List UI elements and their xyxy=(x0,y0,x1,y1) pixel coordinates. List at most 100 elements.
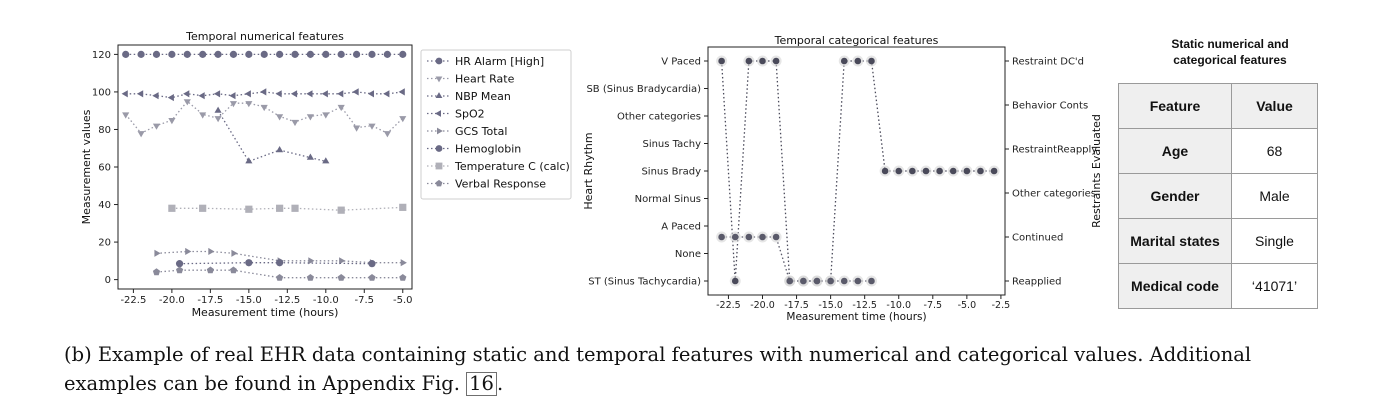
data-point xyxy=(868,277,875,285)
data-point xyxy=(245,101,253,108)
y-right-tick-label: Continued xyxy=(1012,233,1063,244)
value-cell: ‘41071’ xyxy=(1231,263,1318,309)
data-point xyxy=(368,274,376,281)
caption-line2-prefix: examples can be found in Appendix Fig. xyxy=(64,372,460,395)
data-point xyxy=(308,257,315,265)
data-point xyxy=(977,167,984,175)
data-point xyxy=(276,274,284,281)
y-right-tick-label: Other categories xyxy=(1012,189,1096,200)
data-point xyxy=(183,50,191,58)
data-point xyxy=(339,257,346,265)
data-point xyxy=(936,167,943,175)
data-point xyxy=(745,233,753,241)
feature-cell: Medical code xyxy=(1118,263,1232,309)
data-point xyxy=(152,268,161,276)
series-heart-rate xyxy=(122,99,407,138)
y-tick-label: 0 xyxy=(105,275,111,286)
data-point xyxy=(275,90,282,98)
data-point xyxy=(306,274,314,281)
data-point xyxy=(152,50,161,58)
x-tick-label: -5.0 xyxy=(393,295,413,306)
static-features-table: Feature Value Age 68 Gender Male Marital… xyxy=(1118,83,1318,309)
data-point xyxy=(400,259,407,267)
chart-title: Temporal categorical features xyxy=(774,34,939,47)
feature-cell: Marital states xyxy=(1118,218,1232,264)
data-point xyxy=(745,57,753,65)
y-tick-label: SB (Sinus Bradycardia) xyxy=(586,84,701,95)
data-point xyxy=(772,57,780,65)
y-tick-label: None xyxy=(675,249,701,260)
data-point xyxy=(175,260,184,268)
x-axis-label: Measurement time (hours) xyxy=(786,311,926,323)
x-tick-label: -20.0 xyxy=(750,300,775,311)
data-point xyxy=(214,116,222,123)
data-point xyxy=(367,90,374,98)
data-point xyxy=(718,57,725,65)
data-point xyxy=(337,274,345,281)
caption-line2-suffix: . xyxy=(496,372,504,395)
temporal-numerical-chart: Temporal numerical features -22.5 -20.0 -17… xyxy=(80,30,572,319)
y-tick-label: Sinus Tachy xyxy=(642,139,701,150)
data-point xyxy=(136,90,144,98)
data-point xyxy=(352,88,359,96)
feature-cell: Age xyxy=(1118,128,1232,174)
data-point xyxy=(306,90,313,98)
data-point xyxy=(276,204,284,212)
data-point xyxy=(260,104,268,112)
data-point xyxy=(245,205,253,213)
data-point xyxy=(909,167,916,175)
series-line xyxy=(156,269,403,279)
series-nbp-mean xyxy=(214,106,330,164)
legend-label: Hemoglobin xyxy=(455,143,521,156)
legend-marker xyxy=(437,127,443,135)
y-tick-label: 60 xyxy=(98,163,111,174)
figure-reference-link[interactable]: 16 xyxy=(466,372,497,396)
data-point xyxy=(800,277,807,285)
y-tick-label: 100 xyxy=(92,87,111,98)
data-point xyxy=(276,114,284,121)
data-point xyxy=(121,90,128,98)
chart-legend: HR Alarm [High] Heart Rate NBP Mean SpO2 GCS… xyxy=(420,49,572,200)
data-point xyxy=(276,146,284,153)
y-tick-label: A Paced xyxy=(661,222,701,233)
data-point xyxy=(276,50,284,58)
data-point xyxy=(168,204,176,212)
data-point xyxy=(183,99,191,106)
data-point xyxy=(306,114,314,121)
header-feature: Feature xyxy=(1118,83,1232,129)
value-cell: 68 xyxy=(1231,128,1318,174)
table-header-row: Feature Value xyxy=(1118,83,1318,129)
data-point xyxy=(772,233,780,241)
data-point xyxy=(337,104,345,112)
data-point xyxy=(137,50,145,58)
data-point xyxy=(398,88,405,96)
x-tick-label: -17.5 xyxy=(784,300,809,311)
legend-label: Temperature C (calc) xyxy=(454,160,570,173)
x-tick-label: -17.5 xyxy=(197,295,223,306)
data-point xyxy=(276,259,284,267)
data-point xyxy=(260,88,267,96)
data-point xyxy=(185,247,192,255)
series-verbal-response xyxy=(152,266,407,281)
data-point xyxy=(383,90,390,98)
data-point xyxy=(813,277,821,285)
data-point xyxy=(214,106,222,113)
data-point xyxy=(786,277,794,285)
plot-frame xyxy=(707,46,1006,296)
data-point xyxy=(399,116,407,123)
legend-marker xyxy=(435,110,441,117)
x-tick-label: -2.5 xyxy=(992,300,1011,311)
x-tick-label: -10.0 xyxy=(313,295,339,306)
data-point xyxy=(291,119,299,127)
y-tick-label: Normal Sinus xyxy=(635,194,701,205)
data-point xyxy=(208,247,215,255)
data-point xyxy=(245,157,253,164)
header-value: Value xyxy=(1231,83,1318,129)
data-point xyxy=(868,57,875,65)
x-axis-label: Measurement time (hours) xyxy=(192,306,339,319)
data-point xyxy=(840,277,848,285)
data-point xyxy=(291,204,299,212)
data-point xyxy=(827,277,834,285)
data-point xyxy=(198,92,205,100)
data-point xyxy=(718,233,725,241)
